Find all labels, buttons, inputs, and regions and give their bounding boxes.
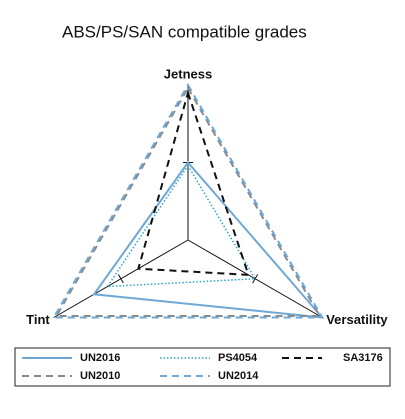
legend-box bbox=[14, 347, 391, 387]
legend-label: UN2010 bbox=[80, 370, 120, 382]
chart-title: ABS/PS/SAN compatible grades bbox=[62, 22, 307, 41]
legend-label: SA3176 bbox=[343, 352, 383, 364]
tick-mark bbox=[117, 274, 124, 284]
axis-label: Jetness bbox=[164, 66, 212, 81]
series-line bbox=[106, 164, 257, 288]
series-line bbox=[92, 160, 325, 319]
legend-label: PS4054 bbox=[218, 352, 258, 364]
legend-label: UN2016 bbox=[80, 352, 120, 364]
legend-label: UN2014 bbox=[218, 370, 259, 382]
axis-label: Tint bbox=[26, 312, 50, 327]
series-line bbox=[137, 89, 250, 276]
tick-mark bbox=[252, 274, 259, 284]
axis-label: Versatility bbox=[326, 312, 388, 327]
series-line bbox=[52, 83, 324, 319]
